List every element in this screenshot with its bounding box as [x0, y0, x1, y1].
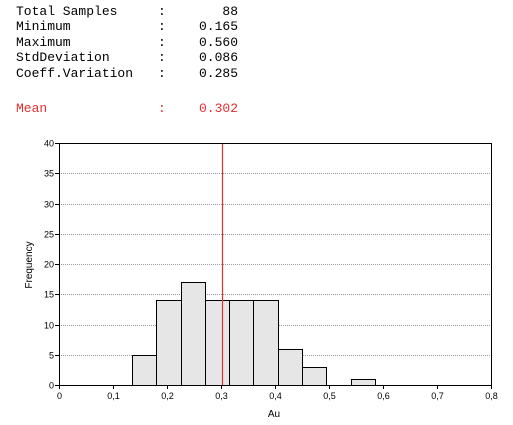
stat-value: 0.086: [198, 50, 238, 66]
plot-frame: [59, 143, 492, 386]
x-axis-label: Au: [268, 409, 280, 420]
x-tick-label: 0,7: [431, 391, 444, 401]
histogram-bar: [302, 367, 327, 386]
y-tick-label: 25: [44, 230, 54, 240]
x-tick-label: 0,2: [161, 391, 174, 401]
y-axis-label: Frequency: [24, 241, 35, 288]
x-tick-label: 0: [57, 391, 62, 401]
mean-colon: :: [158, 101, 166, 116]
stat-value: 88: [222, 4, 238, 19]
histogram-bar: [278, 349, 303, 386]
stat-colon: :: [158, 65, 166, 81]
x-tick-label: 0,8: [485, 391, 498, 401]
stat-label: Maximum: [16, 34, 71, 50]
histogram-bars: [132, 282, 376, 386]
histogram-bar: [351, 379, 376, 386]
histogram-bar: [229, 300, 254, 386]
y-tick-label: 20: [44, 260, 54, 270]
y-tick-label: 40: [44, 139, 54, 149]
mean-value: 0.302: [198, 101, 238, 116]
y-tick-label: 30: [44, 200, 54, 210]
stat-value: 0.560: [198, 34, 238, 50]
x-tick-label: 0,6: [377, 391, 390, 401]
histogram-bar: [205, 300, 230, 386]
mean-label: Mean: [16, 101, 48, 116]
x-tick-label: 0,5: [323, 391, 336, 401]
x-tick-label: 0,1: [107, 391, 120, 401]
stat-value: 0.285: [198, 65, 238, 81]
histogram-bar: [156, 300, 182, 386]
stat-value: 0.165: [198, 19, 238, 35]
stat-label: StdDeviation: [16, 50, 110, 66]
axes: [55, 143, 492, 389]
stat-label: Total Samples: [16, 4, 118, 19]
y-tick-label: 5: [49, 351, 54, 361]
histogram-bar: [132, 355, 157, 386]
stat-label: Coeff.Variation: [16, 65, 134, 81]
stat-colon: :: [158, 4, 166, 19]
mean-row: Mean : 0.302: [16, 101, 316, 117]
stat-colon: :: [158, 50, 166, 66]
stat-colon: :: [158, 34, 166, 50]
y-tick-label: 15: [44, 290, 54, 300]
x-tick-label: 0,3: [215, 391, 228, 401]
histogram-bar: [181, 282, 206, 386]
x-tick-label: 0,4: [269, 391, 282, 401]
histogram-bar: [253, 300, 279, 386]
stat-label: Minimum: [16, 19, 71, 35]
y-tick-label: 10: [44, 321, 54, 331]
y-tick-label: 35: [44, 169, 54, 179]
stat-colon: :: [158, 19, 166, 35]
tick-labels: 0 5 10 15 20 25 30 35 40 0 0,1 0,2 0,3 0,4 0,5 0,6 0,7 0,…: [44, 139, 498, 402]
y-tick-label: 0: [49, 381, 54, 391]
